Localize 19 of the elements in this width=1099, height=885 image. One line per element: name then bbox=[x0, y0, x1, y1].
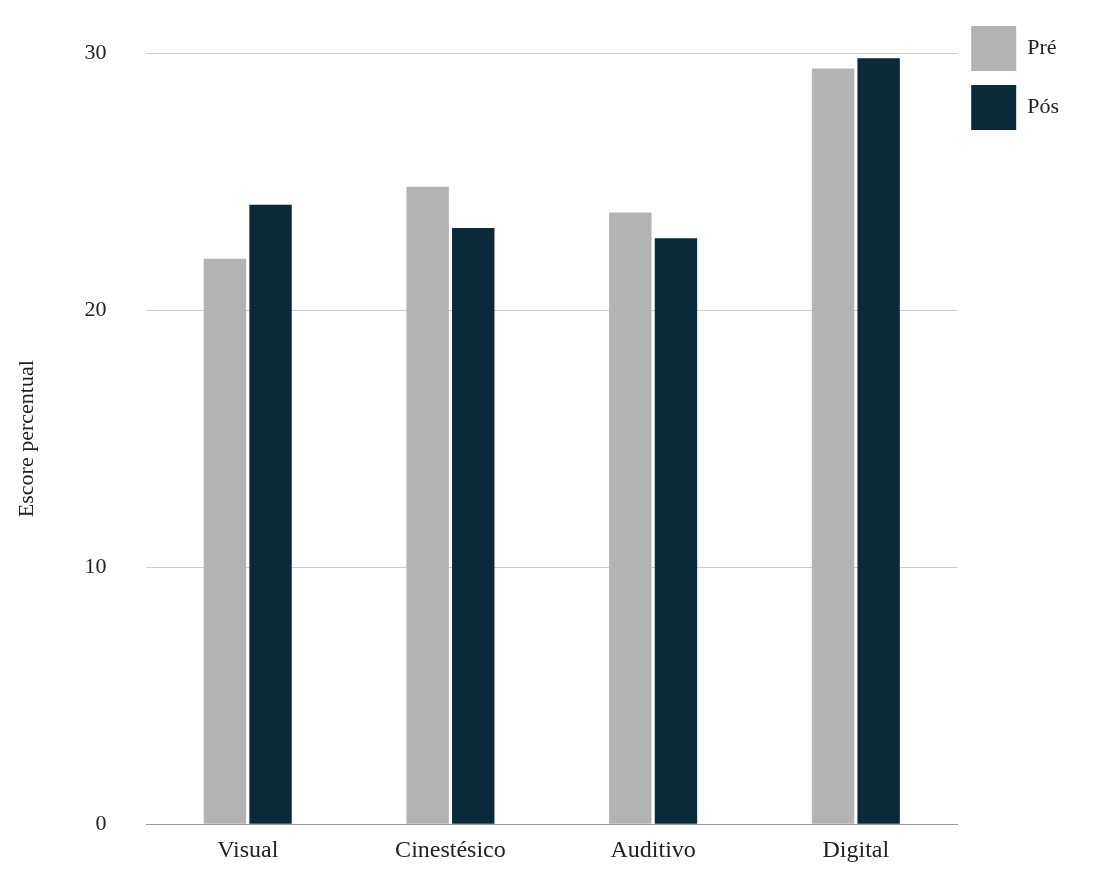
bar bbox=[857, 58, 900, 824]
x-tick-label: Digital bbox=[822, 835, 890, 862]
legend-label: Pós bbox=[1027, 93, 1059, 119]
bar bbox=[203, 258, 247, 824]
y-tick-label: 10 bbox=[84, 552, 107, 578]
bar bbox=[249, 204, 292, 824]
y-tick-label: 30 bbox=[84, 38, 107, 64]
bar bbox=[609, 212, 652, 824]
y-tick-label: 20 bbox=[84, 295, 107, 321]
y-axis-title: Escore percentual bbox=[12, 360, 38, 518]
x-tick-label: Visual bbox=[217, 835, 279, 862]
bar bbox=[406, 186, 449, 824]
x-tick-label: Auditivo bbox=[610, 835, 696, 862]
bar bbox=[811, 68, 855, 824]
y-tick-label: 0 bbox=[95, 809, 107, 835]
bar bbox=[452, 227, 495, 824]
legend-label: Pré bbox=[1027, 34, 1057, 60]
bar bbox=[654, 238, 698, 824]
x-tick-label: Cinestésico bbox=[395, 835, 506, 862]
